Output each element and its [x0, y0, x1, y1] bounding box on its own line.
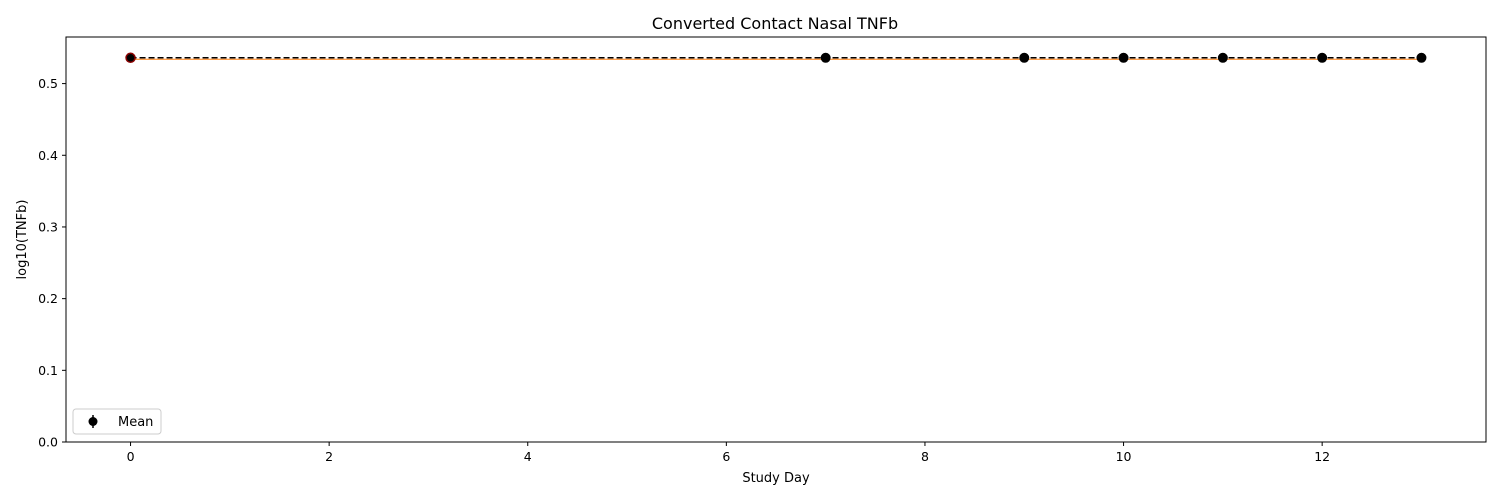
x-axis-label: Study Day [742, 471, 810, 486]
chart-title: Converted Contact Nasal TNFb [652, 14, 898, 33]
legend-label: Mean [118, 415, 153, 430]
x-tick-label: 10 [1116, 449, 1132, 464]
y-tick-label: 0.5 [38, 76, 58, 91]
series-point-mean [1019, 52, 1030, 63]
series-point-mean [1217, 52, 1228, 63]
y-tick-label: 0.3 [38, 219, 58, 234]
x-axis-ticks: 0 2 4 6 8 10 12 [127, 442, 1330, 464]
plot-area [66, 37, 1486, 442]
series-point-mean [1118, 52, 1129, 63]
series-layer [125, 52, 1427, 64]
y-tick-label: 0.2 [38, 291, 58, 306]
y-axis-ticks: 0.0 0.1 0.2 0.3 0.4 0.5 [38, 76, 66, 450]
legend: Mean [72, 408, 162, 435]
x-tick-label: 6 [722, 449, 730, 464]
x-tick-label: 0 [127, 449, 135, 464]
y-tick-label: 0.4 [38, 148, 58, 163]
x-tick-label: 8 [921, 449, 929, 464]
legend-box [72, 408, 162, 435]
series-point-mean [1416, 52, 1427, 63]
series-point-mean [1317, 52, 1328, 63]
x-tick-label: 12 [1314, 449, 1330, 464]
plot-frame [65, 36, 1487, 443]
y-axis-label: log10(TNFb) [15, 200, 30, 280]
series-point-mean [125, 52, 136, 64]
y-tick-label: 0.1 [38, 363, 58, 378]
legend-marker-icon [88, 417, 98, 426]
x-tick-label: 4 [524, 449, 532, 464]
y-tick-label: 0.0 [38, 435, 58, 450]
series-point-mean [820, 52, 831, 63]
x-tick-label: 2 [325, 449, 333, 464]
